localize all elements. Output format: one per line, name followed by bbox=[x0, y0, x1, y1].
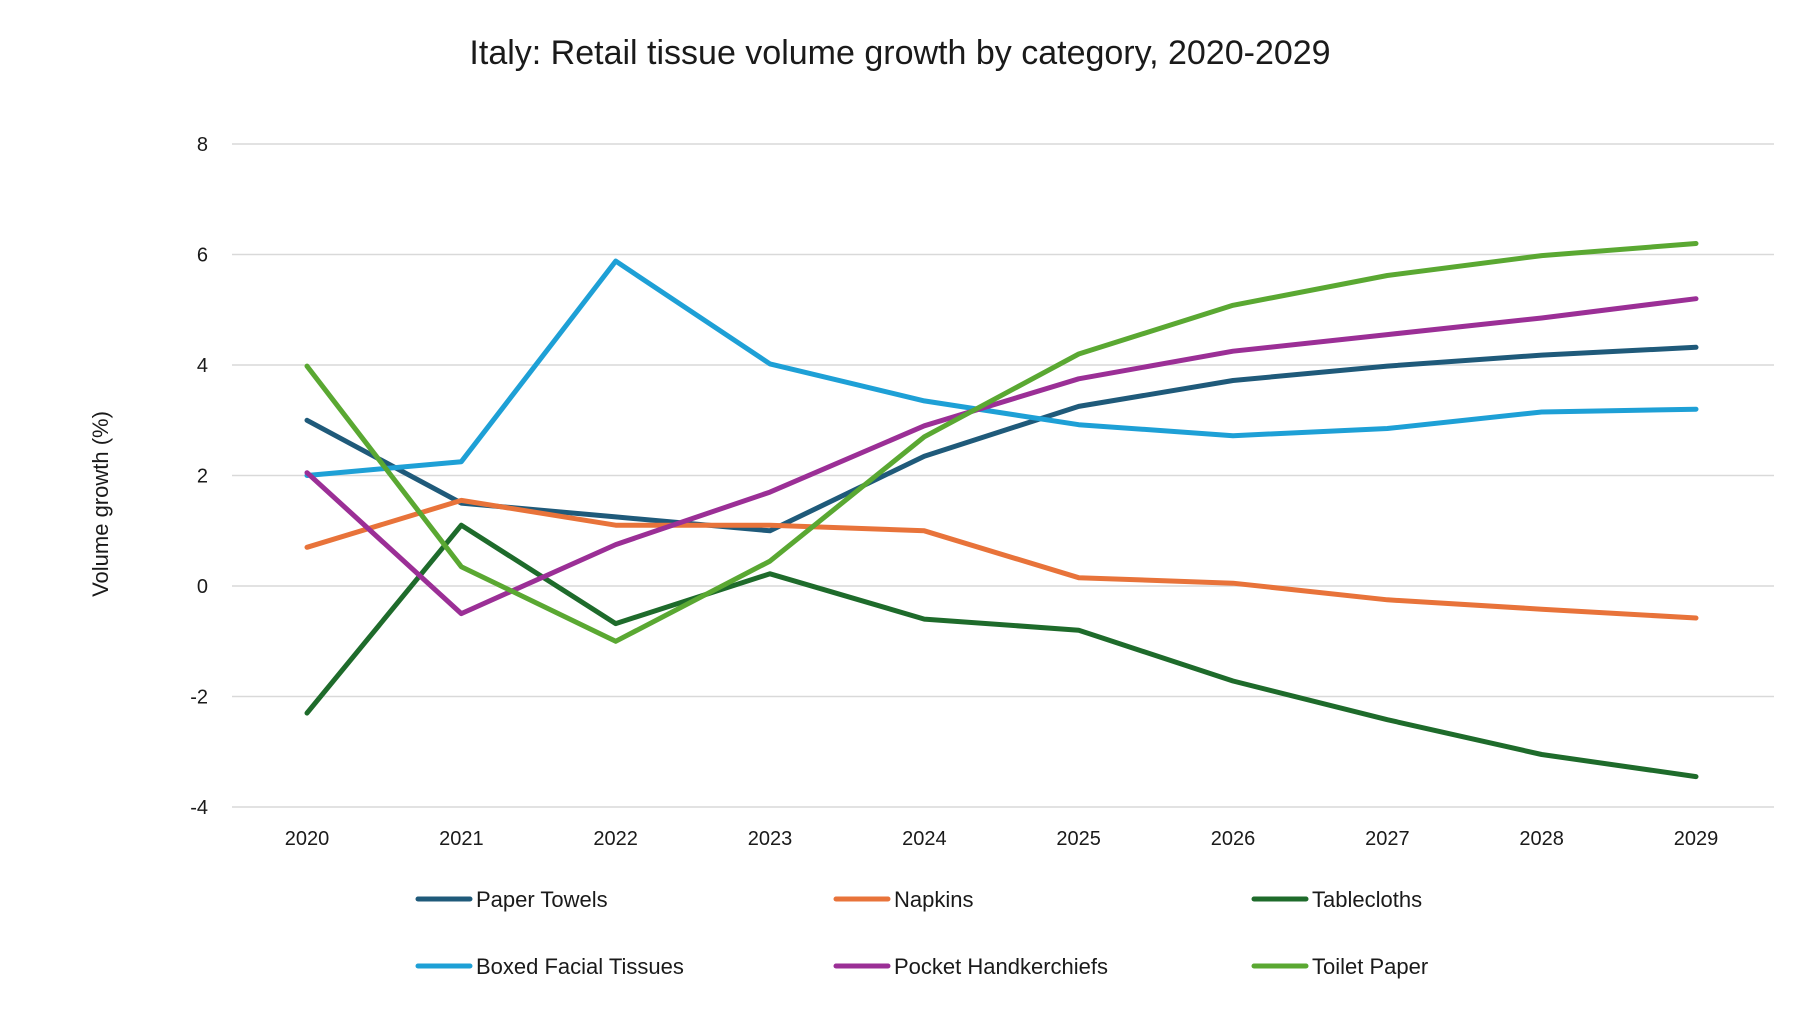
legend-item-0: Paper Towels bbox=[415, 887, 608, 912]
series-line-3 bbox=[304, 258, 1699, 478]
legend-label: Pocket Handkerchiefs bbox=[894, 954, 1108, 979]
x-tick-label: 2025 bbox=[1056, 828, 1101, 850]
legend-label: Tablecloths bbox=[1312, 887, 1422, 912]
legend-item-3: Boxed Facial Tissues bbox=[415, 954, 684, 979]
y-tick-label: 6 bbox=[197, 245, 208, 267]
y-tick-label: -2 bbox=[190, 687, 208, 709]
legend-item-2: Tablecloths bbox=[1251, 887, 1422, 912]
legend: Paper Towels Napkins Tablecloths Boxed Faci… bbox=[415, 887, 1428, 979]
x-tick-label: 2026 bbox=[1211, 828, 1256, 850]
legend-item-4: Pocket Handkerchiefs bbox=[833, 954, 1108, 979]
series-line-2 bbox=[304, 522, 1699, 780]
legend-label: Paper Towels bbox=[476, 887, 608, 912]
legend-item-5: Toilet Paper bbox=[1251, 954, 1428, 979]
legend-item-1: Napkins bbox=[833, 887, 973, 912]
legend-label: Toilet Paper bbox=[1312, 954, 1428, 979]
gridlines bbox=[232, 143, 1774, 808]
x-tick-label: 2022 bbox=[593, 828, 638, 850]
series-lines bbox=[304, 241, 1699, 780]
y-tick-label: 8 bbox=[197, 134, 208, 156]
y-tick-label: -4 bbox=[190, 797, 208, 819]
y-tick-label: 0 bbox=[197, 576, 208, 598]
y-axis-label: Volume growth (%) bbox=[88, 411, 113, 597]
x-tick-label: 2029 bbox=[1674, 828, 1719, 850]
series-line-5 bbox=[304, 241, 1699, 644]
legend-label: Napkins bbox=[894, 887, 973, 912]
chart-title: Italy: Retail tissue volume growth by ca… bbox=[469, 34, 1331, 72]
x-tick-label: 2028 bbox=[1519, 828, 1564, 850]
series-line-4 bbox=[304, 296, 1699, 617]
x-tick-label: 2020 bbox=[285, 828, 330, 850]
y-tick-label: 4 bbox=[197, 355, 208, 377]
series-line-0 bbox=[304, 344, 1699, 534]
x-axis-ticks: 2020 2021 2022 2023 2024 2025 2026 2027 2028 2029 bbox=[285, 828, 1719, 850]
y-axis-ticks: -4 -2 0 2 4 6 8 bbox=[190, 134, 208, 819]
x-tick-label: 2023 bbox=[748, 828, 793, 850]
x-tick-label: 2021 bbox=[439, 828, 484, 850]
x-tick-label: 2027 bbox=[1365, 828, 1410, 850]
legend-label: Boxed Facial Tissues bbox=[476, 954, 684, 979]
series-line-1 bbox=[304, 497, 1699, 621]
x-tick-label: 2024 bbox=[902, 828, 947, 850]
y-tick-label: 2 bbox=[197, 466, 208, 488]
